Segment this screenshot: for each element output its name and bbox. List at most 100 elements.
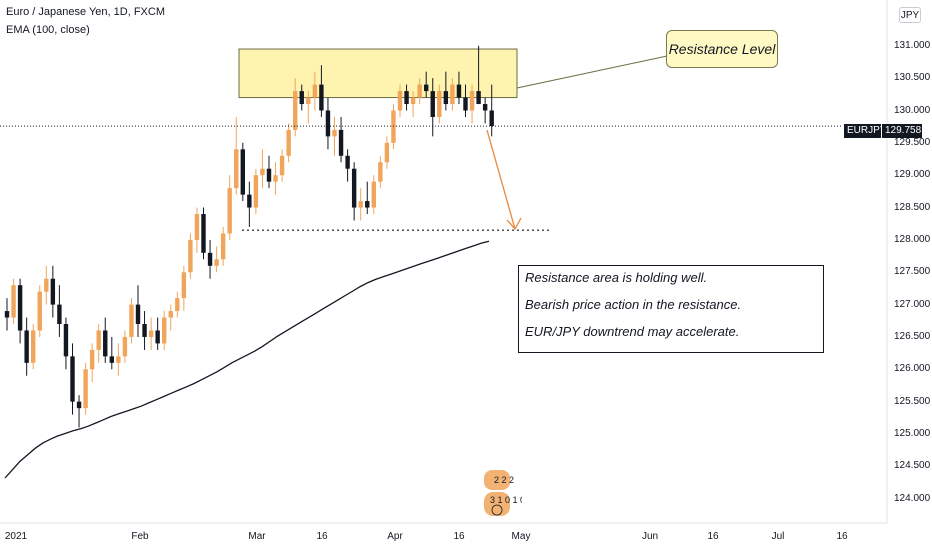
candle-body bbox=[319, 84, 324, 111]
candle-body bbox=[247, 194, 252, 208]
candle-body bbox=[142, 324, 147, 337]
candle-body bbox=[63, 324, 69, 357]
price-tick-label: 130.500 bbox=[894, 72, 931, 84]
time-tick-label: 16 bbox=[316, 531, 328, 542]
candle-body bbox=[443, 91, 449, 105]
candle-body bbox=[332, 129, 337, 137]
candle-body bbox=[37, 291, 42, 331]
events-badge-icon[interactable]: 2 2 2 3 1 0 1 0 bbox=[480, 468, 525, 518]
candle-body bbox=[57, 304, 62, 325]
candle-body bbox=[482, 104, 488, 111]
candle-body bbox=[351, 168, 357, 208]
candle-body bbox=[122, 336, 128, 357]
candle-body bbox=[338, 129, 344, 156]
candle-body bbox=[4, 311, 10, 318]
candle-body bbox=[325, 110, 331, 137]
price-tick-label: 129.500 bbox=[894, 136, 931, 148]
candle-body bbox=[404, 91, 409, 105]
price-tick-label: 129.000 bbox=[894, 169, 931, 181]
candle-body bbox=[299, 91, 304, 105]
price-tick-label: 131.000 bbox=[894, 39, 931, 51]
candle-body bbox=[266, 168, 272, 182]
time-tick-label: Mar bbox=[248, 531, 266, 542]
price-tick-label: 125.000 bbox=[894, 428, 931, 439]
time-tick-label: 16 bbox=[453, 531, 465, 542]
candle-body bbox=[345, 155, 350, 169]
time-tick-label: 16 bbox=[707, 531, 719, 542]
candle-body bbox=[76, 401, 82, 409]
candle-body bbox=[437, 91, 442, 117]
candle-body bbox=[50, 278, 56, 305]
candle-body bbox=[424, 84, 429, 92]
candle-body bbox=[207, 252, 213, 266]
time-tick-label: 2021 bbox=[4, 531, 28, 542]
time-tick-label: 16 bbox=[836, 531, 848, 542]
candle-body bbox=[450, 84, 455, 105]
candle-body bbox=[273, 175, 278, 182]
price-tick-label: 124.500 bbox=[894, 460, 931, 472]
candle-body bbox=[358, 201, 363, 208]
badge-top-text: 2 2 2 bbox=[494, 475, 514, 485]
candle-body bbox=[214, 259, 219, 266]
candle-body bbox=[96, 330, 101, 350]
note-line-2: Bearish price action in the resistance. bbox=[525, 297, 742, 312]
candle-body bbox=[234, 149, 239, 189]
candle-body bbox=[103, 330, 108, 357]
candle-body bbox=[188, 239, 193, 273]
price-tick-label: 125.500 bbox=[894, 395, 931, 407]
candle-body bbox=[476, 91, 481, 105]
candle-body bbox=[162, 317, 167, 344]
price-tick-label: 130.000 bbox=[894, 104, 931, 116]
candle-body bbox=[220, 233, 226, 260]
candle-body bbox=[135, 304, 141, 325]
analysis-note: Resistance area is holding well. Bearish… bbox=[518, 265, 824, 353]
symbol-title: Euro / Japanese Yen, 1D, FXCM bbox=[6, 6, 165, 18]
candle-body bbox=[148, 330, 154, 337]
candle-body bbox=[129, 304, 134, 337]
candle-body bbox=[489, 110, 494, 127]
candle-body bbox=[371, 181, 376, 208]
candle-body bbox=[175, 298, 180, 312]
candle-body bbox=[293, 91, 298, 130]
price-tick-label: 127.500 bbox=[894, 266, 931, 278]
candle-body bbox=[24, 330, 29, 363]
candle-body bbox=[11, 285, 16, 318]
indicator-label[interactable]: EMA (100, close) bbox=[6, 24, 90, 36]
candle-body bbox=[378, 162, 383, 182]
ema-100-line bbox=[4, 240, 490, 479]
candle-body bbox=[44, 278, 49, 292]
resistance-callout-label: Resistance Level bbox=[668, 41, 776, 57]
resistance-zone bbox=[238, 48, 518, 99]
candle-body bbox=[306, 97, 311, 105]
time-tick-label: Jul bbox=[771, 531, 785, 542]
forecast-arrowhead bbox=[506, 217, 522, 231]
price-tick-label: 124.000 bbox=[894, 492, 931, 504]
note-line-3: EUR/JPY downtrend may accelerate. bbox=[525, 324, 740, 339]
candle-body bbox=[181, 272, 187, 299]
candle-body bbox=[365, 201, 370, 208]
candle-body bbox=[456, 84, 462, 98]
candle-body bbox=[227, 188, 232, 234]
currency-button[interactable]: JPY bbox=[899, 7, 921, 23]
price-tick-label: 128.000 bbox=[894, 233, 931, 245]
candle-body bbox=[312, 84, 318, 98]
candle-body bbox=[109, 356, 114, 363]
candle-body bbox=[260, 168, 265, 176]
candle-body bbox=[240, 149, 245, 195]
candle-body bbox=[70, 356, 75, 402]
candle-body bbox=[417, 84, 422, 98]
candle-body bbox=[116, 356, 121, 363]
note-line-1: Resistance area is holding well. bbox=[525, 270, 708, 285]
candle-body bbox=[31, 330, 36, 363]
resistance-callout: Resistance Level bbox=[666, 30, 778, 68]
candle-body bbox=[89, 349, 95, 370]
candle-body bbox=[155, 330, 160, 344]
candle-body bbox=[17, 285, 23, 331]
candle-body bbox=[201, 214, 206, 253]
time-tick-label: Jun bbox=[641, 531, 659, 542]
candle-body bbox=[253, 175, 259, 208]
time-tick-label: Feb bbox=[131, 531, 149, 542]
candle-body bbox=[384, 142, 390, 163]
candle-body bbox=[279, 155, 285, 176]
